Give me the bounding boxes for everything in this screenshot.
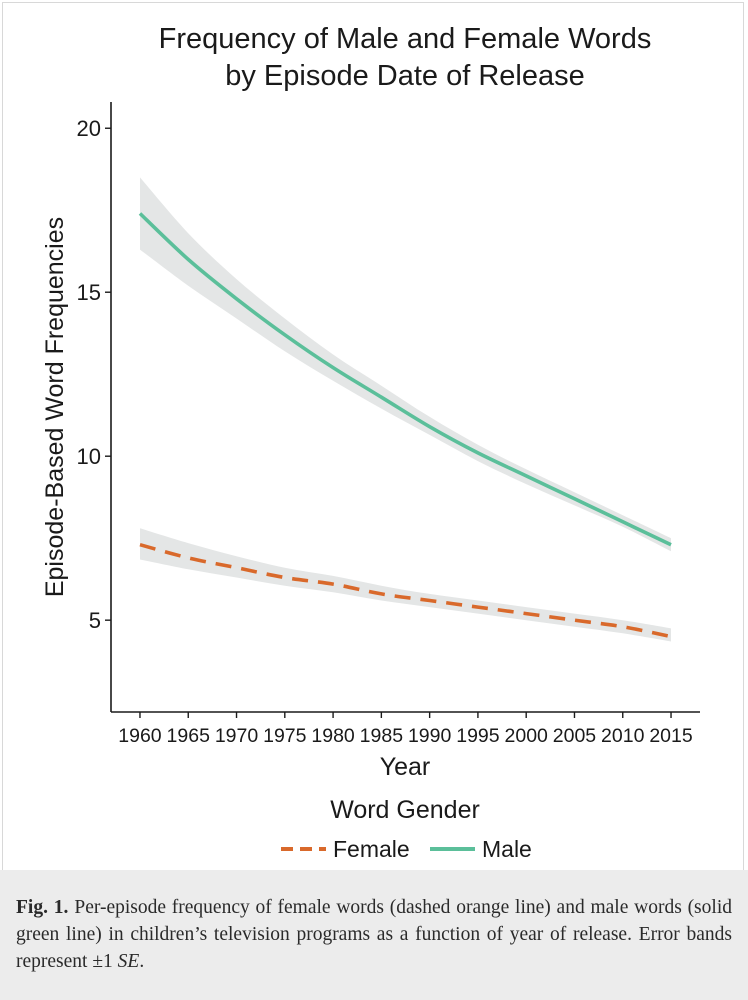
series-line-male [138,212,672,547]
caption-body: Per-episode frequency of female words (d… [16,897,732,972]
x-axis-label: Year [380,753,431,781]
x-tick-label: 1990 [408,725,452,747]
error-band-male [140,177,671,552]
legend-title: Word Gender [330,796,480,824]
line-chart: Frequency of Male and Female Words by Ep… [41,23,700,862]
x-tick-label: 1980 [311,725,355,747]
figure-caption: Fig. 1. Per-episode frequency of female w… [0,870,748,1000]
x-tick-label: 1970 [215,725,259,747]
y-tick-label: 15 [77,280,101,305]
chart-title-line2: by Episode Date of Release [225,60,585,92]
y-ticks: 5 10 15 20 [77,116,111,633]
x-tick-label: 1975 [263,725,307,747]
y-tick-label: 5 [89,608,101,633]
chart-title-line1: Frequency of Male and Female Words [159,23,652,55]
y-axis-label: Episode-Based Word Frequencies [41,217,69,597]
x-tick-label: 1995 [456,725,500,747]
x-ticks: 1960 1965 1970 1975 1980 1985 1990 1995 2000 2005… [118,712,693,747]
x-tick-label: 1965 [167,725,211,747]
x-tick-label: 1985 [360,725,404,747]
caption-label: Fig. 1. [16,897,69,918]
x-tick-label: 2015 [649,725,693,747]
x-tick-label: 2005 [553,725,597,747]
legend-label-male: Male [482,836,532,862]
caption-end: . [139,951,145,972]
legend: Female Male [281,836,532,862]
caption-text: Fig. 1. Per-episode frequency of female w… [16,894,732,975]
error-bands [140,177,671,642]
x-tick-label: 2010 [601,725,645,747]
series-lines [138,212,672,639]
x-tick-label: 1960 [118,725,162,747]
error-band-female [140,528,671,642]
caption-se: SE [117,951,140,972]
y-tick-label: 20 [77,116,101,141]
y-tick-label: 10 [77,444,101,469]
x-tick-label: 2000 [505,725,549,747]
series-line-female [139,542,672,639]
legend-label-female: Female [333,836,410,862]
